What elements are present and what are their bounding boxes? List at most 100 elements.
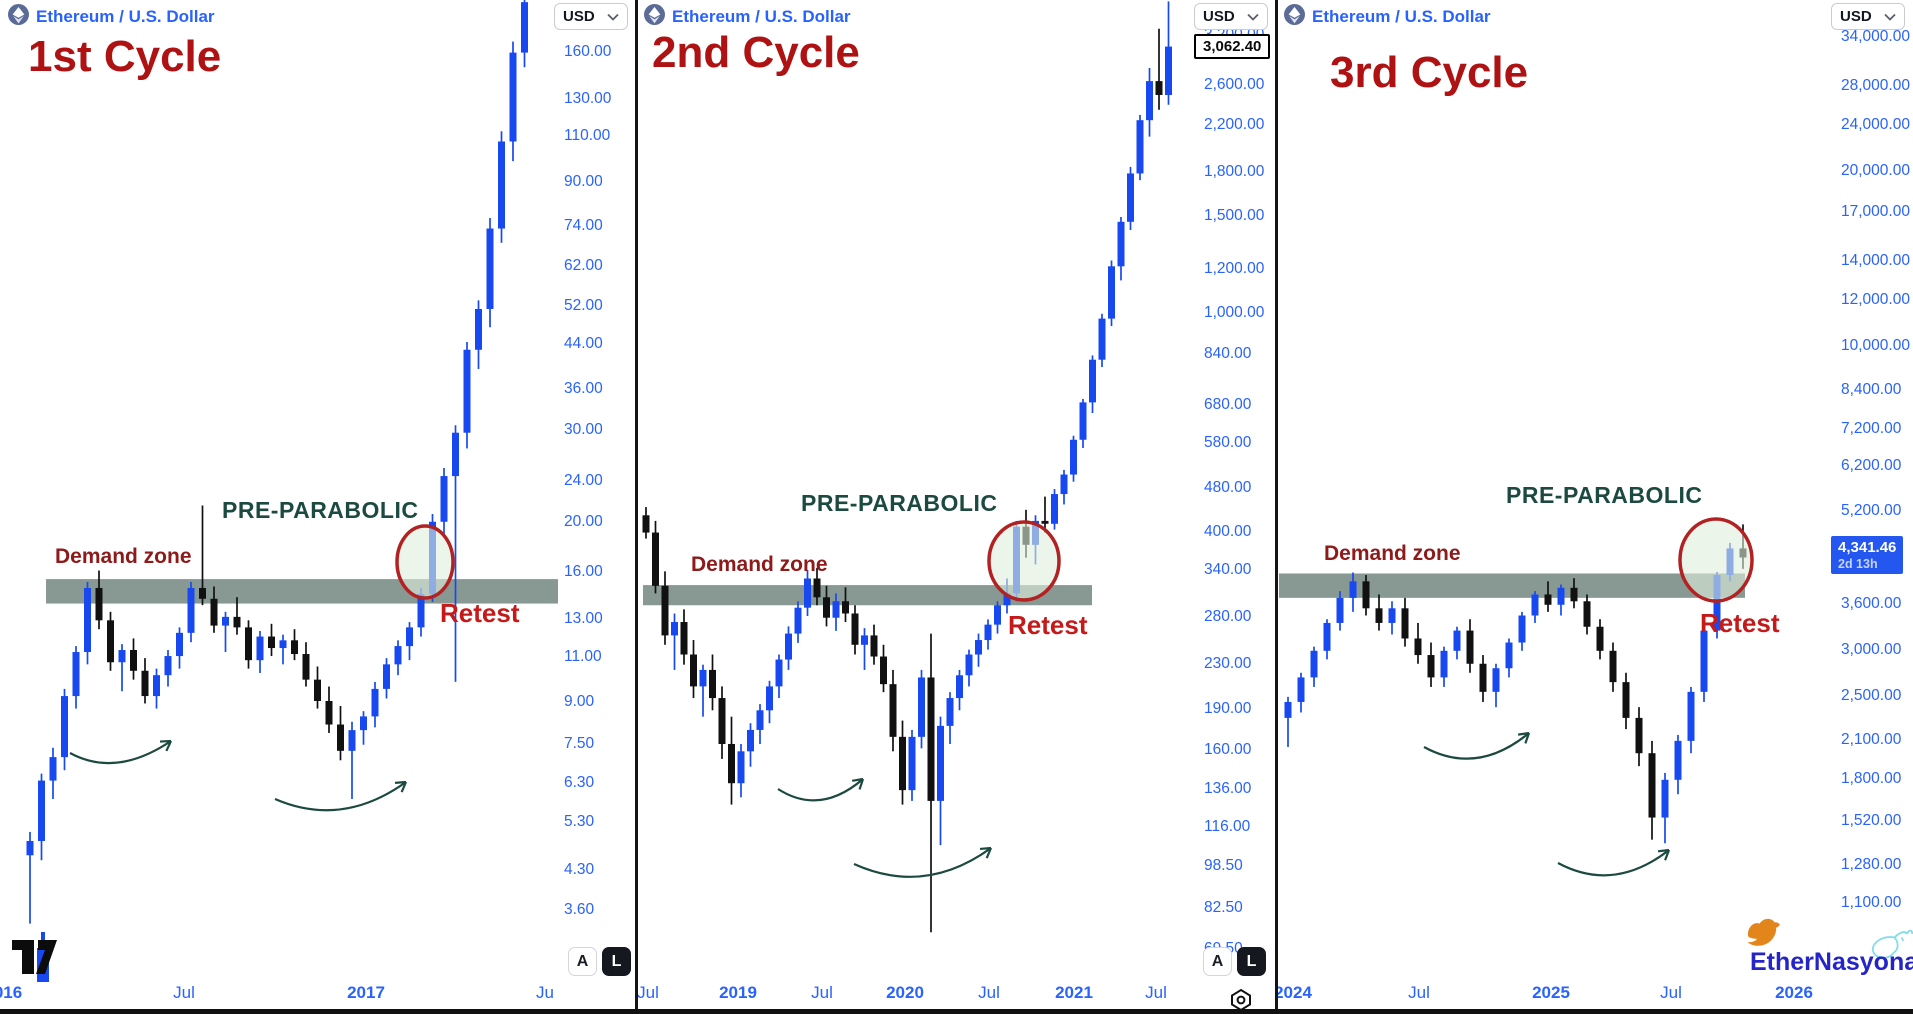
candle-body: [870, 635, 878, 657]
symbol-title[interactable]: Ethereum / U.S. Dollar: [36, 7, 215, 26]
log-scale-button[interactable]: L: [1237, 947, 1266, 976]
candle-body: [794, 607, 802, 634]
candle-body: [756, 710, 764, 730]
auto-scale-button[interactable]: A: [1203, 947, 1232, 976]
price-tick-label: 2,100.00: [1841, 730, 1902, 748]
time-tick-label: 2025: [1532, 983, 1570, 1002]
price-tick-label: 136.00: [1204, 780, 1252, 798]
candle-body: [785, 633, 792, 660]
eth-logo-icon: [1284, 4, 1305, 30]
price-tick-label: 116.00: [1204, 818, 1251, 836]
price-tick-label: 280.00: [1204, 607, 1252, 625]
candle-body: [1098, 318, 1106, 360]
chart-panel-3: 34,000.00 28,000.00 24,000.00 20,000.00 17,0…: [1276, 0, 1913, 1014]
candle-body: [1349, 581, 1357, 598]
log-scale-button[interactable]: L: [602, 947, 631, 976]
price-tick-label: 11.00: [564, 648, 602, 666]
candle-body: [709, 669, 716, 699]
candle-body: [383, 664, 390, 689]
candle-body: [1051, 494, 1058, 524]
candle-body: [1003, 593, 1011, 606]
currency-selector[interactable]: USD: [554, 3, 628, 30]
candle-body: [1518, 615, 1526, 643]
candle-body: [291, 640, 298, 655]
candle-body: [1596, 626, 1604, 651]
chart-plot-area[interactable]: [0, 0, 558, 980]
price-tick-label: 3.60: [564, 900, 595, 918]
candle-body: [1060, 474, 1068, 495]
symbol-header: Ethereum / U.S. Dollar: [644, 4, 851, 30]
swing-arrow: [274, 781, 407, 812]
candle-body: [1127, 173, 1134, 222]
candle-body: [889, 684, 897, 737]
chart-plot-area[interactable]: [1276, 0, 1818, 980]
candle-body: [49, 757, 57, 781]
candle-body: [1713, 575, 1721, 631]
swing-arrow-head: [985, 847, 993, 859]
tradingview-logo[interactable]: [10, 932, 60, 989]
price-tick-label: 1,800.00: [1841, 769, 1902, 787]
candle-body: [851, 613, 859, 645]
candle-body: [1570, 587, 1578, 602]
price-axis[interactable]: 34,000.00 28,000.00 24,000.00 20,000.00 17,0…: [1818, 0, 1913, 980]
auto-scale-button[interactable]: A: [568, 947, 597, 976]
candle-body: [984, 624, 992, 641]
chevron-down-icon: [607, 8, 619, 26]
candle-body: [747, 729, 754, 752]
time-axis[interactable]: 016 Jul 2017 Ju: [0, 978, 636, 1009]
price-axis[interactable]: 160.00 130.00 110.00 90.00 74.00 62.00 52.00 44…: [558, 0, 636, 980]
chart-plot-area[interactable]: [636, 0, 1176, 980]
swing-arrow-head: [1664, 849, 1671, 861]
price-tick-label: 1,100.00: [1841, 894, 1902, 912]
price-axis[interactable]: 3,200.002,600.002,200.001,800.001,500.00…: [1176, 0, 1276, 980]
demand-zone-band: [1279, 573, 1745, 598]
candle-body: [164, 656, 172, 676]
symbol-title[interactable]: Ethereum / U.S. Dollar: [1312, 7, 1491, 26]
candle-body: [899, 736, 906, 791]
price-tick-label: 4.30: [564, 860, 595, 878]
price-tick-label: 17,000.00: [1841, 202, 1910, 220]
candle-body: [1661, 779, 1669, 818]
candle-body: [498, 141, 505, 229]
candle-body: [509, 52, 517, 142]
currency-selector[interactable]: USD: [1831, 3, 1905, 30]
candle-body: [187, 587, 195, 633]
eth-logo-icon: [644, 4, 665, 30]
swing-arrow-head: [1517, 731, 1530, 736]
symbol-title[interactable]: Ethereum / U.S. Dollar: [672, 7, 851, 26]
candle-body: [1479, 663, 1487, 692]
price-tick-label: 2,600.00: [1204, 75, 1265, 93]
candle-body: [918, 677, 925, 737]
candle-body: [652, 532, 659, 586]
price-tick-label: 840.00: [1204, 345, 1252, 363]
candle-body: [823, 597, 830, 618]
candle-body: [737, 751, 745, 784]
candle-body: [1557, 587, 1565, 605]
time-axis[interactable]: 2024 Jul 2025 Jul 2026: [1276, 978, 1913, 1009]
time-tick-label: 2017: [347, 983, 385, 1002]
price-tick-label: 20,000.00: [1841, 161, 1910, 179]
candle-body: [417, 594, 425, 628]
pre-parabolic-label: PRE-PARABOLIC: [801, 490, 998, 516]
candle-body: [153, 675, 160, 697]
candle-body: [141, 670, 149, 697]
price-tick-label: 6.30: [564, 774, 595, 792]
candle-body: [1089, 359, 1096, 403]
price-tick-label: 1,280.00: [1841, 855, 1902, 873]
candle-body: [371, 688, 379, 717]
swing-arrow: [69, 740, 172, 765]
price-tick-label: 20.00: [564, 512, 603, 530]
candle-body: [1108, 266, 1115, 319]
time-axis[interactable]: Jul 2019 Jul 2020 Jul 2021 Jul: [636, 978, 1276, 1009]
price-tick-label: 34,000.00: [1841, 27, 1910, 45]
candle-body: [486, 228, 494, 309]
price-tick-label: 400.00: [1204, 522, 1252, 540]
swing-arrow-head: [858, 778, 865, 790]
currency-selector[interactable]: USD: [1194, 3, 1268, 30]
pre-parabolic-label: PRE-PARABOLIC: [1506, 482, 1703, 508]
candle-body: [946, 698, 954, 726]
price-tick-label: 62.00: [564, 257, 603, 274]
currency-label: USD: [1203, 8, 1235, 25]
candle-body: [728, 743, 735, 784]
price-tick-label: 160.00: [564, 42, 612, 60]
